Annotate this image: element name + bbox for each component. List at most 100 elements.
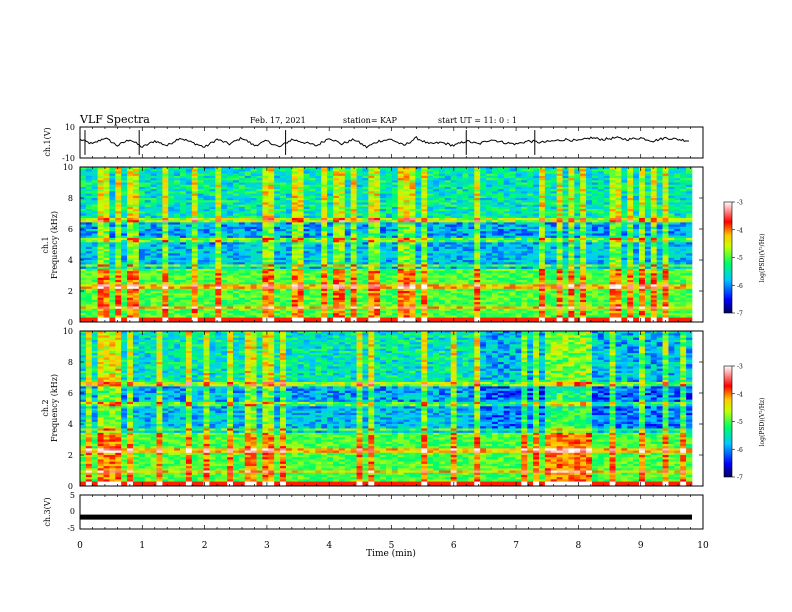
spectrogram-cell <box>380 240 387 243</box>
spectrogram-cell <box>97 193 104 197</box>
spectrogram-cell <box>344 257 351 261</box>
spectrogram-cell <box>456 206 463 210</box>
spectrogram-cell <box>168 304 175 307</box>
spectrogram-cell <box>450 178 457 181</box>
spectrogram-cell <box>462 319 469 323</box>
spectrogram-cell <box>438 308 446 312</box>
spectrogram-cell <box>174 271 181 274</box>
spectrogram-cell <box>115 213 122 217</box>
spectrogram-cell <box>391 262 399 265</box>
spectrogram-cell <box>162 244 169 248</box>
spectrogram-cell <box>150 217 157 221</box>
spectrogram-cell <box>280 226 287 230</box>
spectrogram-cell <box>91 220 98 223</box>
spectrogram-cell <box>415 237 422 241</box>
spectrogram-cell <box>127 273 134 276</box>
spectrogram-cell <box>268 229 275 232</box>
spectrogram-cell <box>462 286 469 290</box>
spectrogram-cell <box>103 288 110 292</box>
spectrogram-cell <box>474 226 481 230</box>
spectrogram-cell <box>403 167 410 170</box>
spectrogram-cell <box>356 302 363 305</box>
spectrogram-cell <box>427 222 434 225</box>
spectrogram-cell <box>203 193 210 197</box>
spectrogram-cell <box>115 251 122 254</box>
spectrogram-cell <box>209 313 216 316</box>
spectrogram-cell <box>162 277 169 281</box>
spectrogram-cell <box>268 251 275 254</box>
spectrogram-cell <box>321 248 328 252</box>
spectrogram-cell <box>91 246 98 250</box>
spectrogram-cell <box>103 291 110 294</box>
spectrogram-cell <box>480 302 487 305</box>
spectrogram-cell <box>197 273 204 276</box>
spectrogram-cell <box>256 317 263 321</box>
spectrogram-cell <box>256 286 263 290</box>
spectrogram-cell <box>397 319 404 323</box>
spectrogram-cell <box>397 257 404 261</box>
spectrogram-cell <box>433 264 440 267</box>
spectrogram-cell <box>97 248 104 252</box>
spectrogram-cell <box>121 242 128 245</box>
spectrogram-cell <box>344 222 351 225</box>
spectrogram-cell <box>297 271 304 274</box>
spectrogram-cell <box>291 198 299 201</box>
spectrogram-cell <box>85 178 93 181</box>
spectrogram-cell <box>168 315 175 318</box>
spectrogram-cell <box>386 248 393 252</box>
spectrogram-cell <box>350 304 357 307</box>
spectrogram-cell <box>238 217 246 221</box>
spectrogram-cell <box>338 189 346 192</box>
spectrogram-cell <box>221 209 228 212</box>
spectrogram-cell <box>238 189 246 192</box>
spectrogram-cell <box>91 240 98 243</box>
spectrogram-cell <box>180 308 187 312</box>
spectrogram-cell <box>115 206 122 210</box>
spectrogram-cell <box>427 279 434 283</box>
spectrogram-cell <box>427 286 434 290</box>
spectrogram-cell <box>480 262 487 265</box>
spectrogram-cell <box>97 235 104 239</box>
spectrogram-cell <box>462 237 469 241</box>
spectrogram-cell <box>438 220 446 223</box>
spectrogram-cell <box>274 315 281 318</box>
spectrogram-cell <box>215 255 222 259</box>
spectrogram-cell <box>162 202 169 205</box>
spectrogram-cell <box>215 240 222 243</box>
spectrogram-cell <box>227 288 234 292</box>
spectrogram-cell <box>344 282 351 285</box>
spectrogram-cell <box>291 200 299 203</box>
spectrogram-cell <box>233 317 240 321</box>
spectrogram-cell <box>197 266 204 270</box>
spectrogram-cell <box>238 175 246 179</box>
spectrogram-cell <box>356 167 363 170</box>
spectrogram-cell <box>303 200 310 203</box>
spectrogram-cell <box>215 313 222 316</box>
spectrogram-cell <box>256 191 263 194</box>
spectrogram-cell <box>197 173 204 177</box>
spectrogram-cell <box>115 253 122 256</box>
spectrogram-cell <box>368 202 375 205</box>
spectrogram-cell <box>238 271 246 274</box>
spectrogram-cell <box>333 275 340 279</box>
spectrogram-cell <box>115 268 122 272</box>
spectrogram-cell <box>150 260 157 263</box>
spectrogram-cell <box>368 204 375 208</box>
spectrogram-cell <box>221 251 228 254</box>
spectrogram-cell <box>262 193 269 197</box>
spectrogram-cell <box>374 279 381 283</box>
spectrogram-cell <box>350 222 357 225</box>
spectrogram-cell <box>185 279 193 283</box>
spectrogram-cell <box>103 167 110 170</box>
spectrogram-cell <box>215 193 222 197</box>
spectrogram-cell <box>156 313 163 316</box>
spectrogram-cell <box>403 171 410 174</box>
spectrogram-cell <box>486 193 493 197</box>
spectrogram-cell <box>344 167 351 170</box>
spectrogram-cell <box>180 173 187 177</box>
spectrogram-cell <box>109 204 116 208</box>
spectrogram-cell <box>132 182 140 186</box>
spectrogram-cell <box>280 182 287 186</box>
spectrogram-cell <box>109 293 116 296</box>
spectrogram-cell <box>468 180 475 183</box>
